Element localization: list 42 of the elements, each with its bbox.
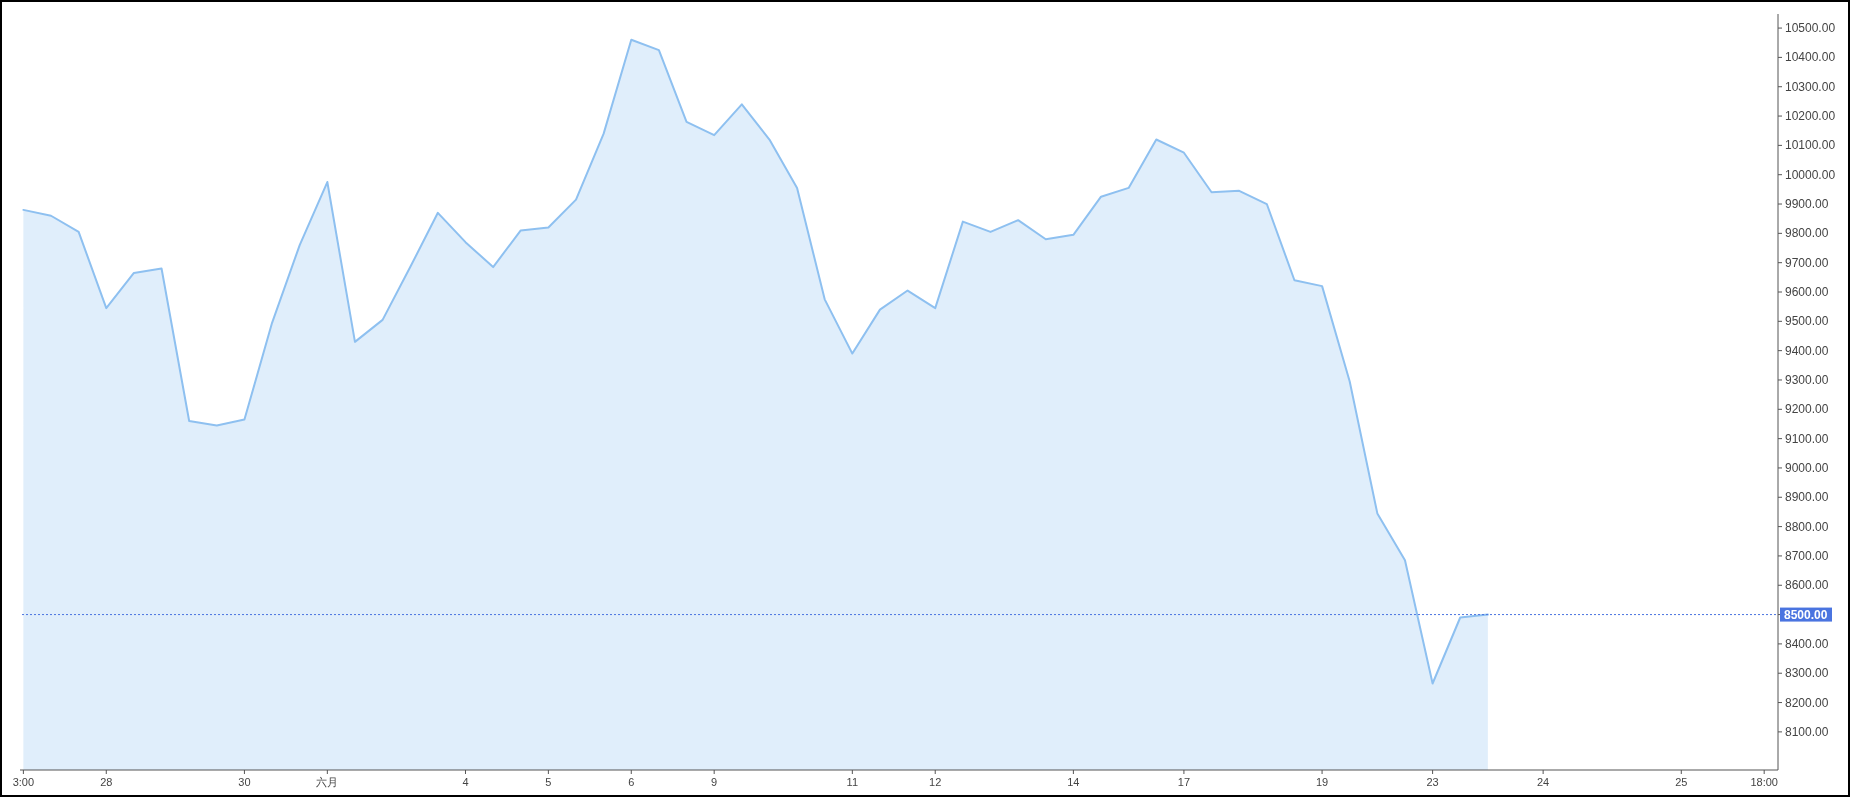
y-tick-label: 8200.00: [1785, 695, 1829, 710]
y-tick-label: 8700.00: [1785, 548, 1829, 563]
x-tick-label: 23: [1426, 776, 1439, 788]
x-tick-label: 4: [462, 776, 469, 788]
y-tick-label: 10000.00: [1785, 167, 1836, 182]
x-tick-label: 6: [628, 776, 635, 788]
x-tick-label: 28: [100, 776, 113, 788]
y-tick-label: 8100.00: [1785, 724, 1829, 739]
x-tick-label: 12: [929, 776, 942, 788]
y-tick-label: 9300.00: [1785, 372, 1829, 387]
y-tick-label: 8600.00: [1785, 578, 1829, 593]
y-tick-label: 8300.00: [1785, 666, 1829, 681]
x-tick-label: 24: [1537, 776, 1550, 788]
y-tick-label: 9500.00: [1785, 314, 1829, 329]
x-tick-label: 17: [1177, 776, 1191, 788]
y-tick-label: 9200.00: [1785, 402, 1829, 417]
y-tick-label: 10200.00: [1785, 109, 1836, 124]
x-tick-label: 11: [846, 776, 859, 788]
y-tick-label: 9700.00: [1785, 255, 1829, 270]
y-tick-label: 10300.00: [1785, 79, 1836, 94]
y-tick-label: 9800.00: [1785, 226, 1829, 241]
x-tick-label: 六月: [316, 776, 339, 788]
y-tick-label: 8900.00: [1785, 490, 1829, 505]
x-tick-label: 9: [711, 776, 718, 788]
x-tick-label: 25: [1675, 776, 1688, 788]
x-tick-label: 30: [238, 776, 251, 788]
x-tick-label: 3:00: [12, 776, 35, 788]
y-tick-label: 10500.00: [1785, 21, 1836, 36]
y-tick-label: 9600.00: [1785, 285, 1829, 299]
ref-line-label: 8500.00: [1784, 608, 1828, 623]
y-tick-label: 9100.00: [1785, 431, 1829, 446]
y-tick-label: 8400.00: [1785, 636, 1829, 651]
y-tick-label: 9000.00: [1785, 460, 1829, 475]
x-tick-label: 5: [545, 776, 552, 788]
y-tick-label: 9900.00: [1785, 197, 1829, 212]
y-tick-label: 10100.00: [1785, 138, 1836, 153]
x-tick-label: 19: [1315, 776, 1329, 788]
x-tick-label: 18:00: [1750, 776, 1778, 788]
y-tick-label: 8800.00: [1785, 519, 1829, 534]
y-tick-label: 9400.00: [1785, 343, 1829, 358]
y-tick-label: 10400.00: [1785, 50, 1836, 65]
x-tick-label: 14: [1067, 776, 1080, 788]
